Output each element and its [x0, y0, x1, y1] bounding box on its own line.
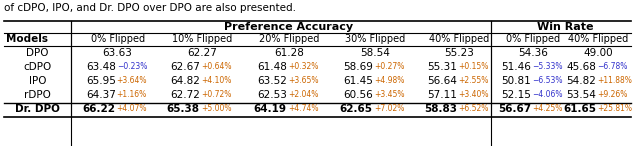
- Text: cDPO: cDPO: [24, 62, 52, 72]
- Text: +0.32%: +0.32%: [288, 62, 318, 71]
- Text: 55.31: 55.31: [427, 62, 457, 72]
- Text: 61.65: 61.65: [563, 104, 596, 114]
- Text: +2.04%: +2.04%: [288, 90, 318, 99]
- Text: 58.83: 58.83: [424, 104, 457, 114]
- Text: +25.81%: +25.81%: [597, 104, 632, 113]
- Text: rDPO: rDPO: [24, 90, 51, 100]
- Text: 53.54: 53.54: [566, 90, 596, 100]
- Text: +3.45%: +3.45%: [374, 90, 404, 99]
- Text: +4.74%: +4.74%: [288, 104, 318, 113]
- Text: +4.98%: +4.98%: [374, 76, 404, 85]
- Text: +3.40%: +3.40%: [458, 90, 488, 99]
- Text: +4.25%: +4.25%: [532, 104, 563, 113]
- Text: 40% Flipped: 40% Flipped: [568, 34, 628, 44]
- Text: of cDPO, IPO, and Dr. DPO over DPO are also presented.: of cDPO, IPO, and Dr. DPO over DPO are a…: [4, 3, 296, 13]
- Text: +7.02%: +7.02%: [374, 104, 404, 113]
- Text: 64.82: 64.82: [170, 76, 200, 86]
- Text: 54.82: 54.82: [566, 76, 596, 86]
- Text: 55.23: 55.23: [444, 48, 474, 58]
- Text: +2.55%: +2.55%: [458, 76, 488, 85]
- Text: 30% Flipped: 30% Flipped: [345, 34, 405, 44]
- Text: Preference Accuracy: Preference Accuracy: [224, 22, 353, 32]
- Text: 65.38: 65.38: [167, 104, 200, 114]
- Text: −6.78%: −6.78%: [597, 62, 628, 71]
- Text: 64.37: 64.37: [86, 90, 116, 100]
- Text: +4.10%: +4.10%: [201, 76, 231, 85]
- Text: 62.65: 62.65: [340, 104, 373, 114]
- Text: −6.53%: −6.53%: [532, 76, 563, 85]
- Text: −5.33%: −5.33%: [532, 62, 563, 71]
- Text: +0.72%: +0.72%: [201, 90, 231, 99]
- Text: 63.52: 63.52: [257, 76, 287, 86]
- Text: 62.53: 62.53: [257, 90, 287, 100]
- Text: 10% Flipped: 10% Flipped: [172, 34, 232, 44]
- Text: 62.72: 62.72: [170, 90, 200, 100]
- Text: Dr. DPO: Dr. DPO: [15, 104, 60, 114]
- Text: 62.27: 62.27: [187, 48, 217, 58]
- Text: +0.64%: +0.64%: [201, 62, 231, 71]
- Text: 54.36: 54.36: [518, 48, 548, 58]
- Text: 40% Flipped: 40% Flipped: [429, 34, 489, 44]
- Text: 56.67: 56.67: [498, 104, 531, 114]
- Text: −0.23%: −0.23%: [116, 62, 147, 71]
- Text: +3.64%: +3.64%: [116, 76, 147, 85]
- Text: −4.06%: −4.06%: [532, 90, 563, 99]
- Text: 58.69: 58.69: [343, 62, 373, 72]
- Text: DPO: DPO: [26, 48, 49, 58]
- Text: 61.48: 61.48: [257, 62, 287, 72]
- Text: 62.67: 62.67: [170, 62, 200, 72]
- Text: +1.16%: +1.16%: [116, 90, 147, 99]
- Text: 63.63: 63.63: [103, 48, 132, 58]
- Text: 49.00: 49.00: [584, 48, 613, 58]
- Text: 0% Flipped: 0% Flipped: [506, 34, 560, 44]
- Text: +11.88%: +11.88%: [597, 76, 632, 85]
- Text: Win Rate: Win Rate: [538, 22, 594, 32]
- Text: +4.07%: +4.07%: [116, 104, 147, 113]
- Text: 65.95: 65.95: [86, 76, 116, 86]
- Text: 60.56: 60.56: [343, 90, 373, 100]
- Text: 0% Flipped: 0% Flipped: [91, 34, 145, 44]
- Text: 20% Flipped: 20% Flipped: [259, 34, 319, 44]
- Text: +5.00%: +5.00%: [201, 104, 231, 113]
- Text: 61.28: 61.28: [274, 48, 304, 58]
- Text: +3.65%: +3.65%: [288, 76, 318, 85]
- Text: 64.19: 64.19: [254, 104, 287, 114]
- Text: IPO: IPO: [29, 76, 46, 86]
- Text: 63.48: 63.48: [86, 62, 116, 72]
- Text: 57.11: 57.11: [427, 90, 457, 100]
- Text: 50.81: 50.81: [501, 76, 531, 86]
- Text: +9.26%: +9.26%: [597, 90, 628, 99]
- Text: 52.15: 52.15: [501, 90, 531, 100]
- Text: 61.45: 61.45: [343, 76, 373, 86]
- Text: 56.64: 56.64: [427, 76, 457, 86]
- Text: Models: Models: [6, 34, 48, 44]
- Text: +0.15%: +0.15%: [458, 62, 488, 71]
- Text: +0.27%: +0.27%: [374, 62, 404, 71]
- Text: 51.46: 51.46: [501, 62, 531, 72]
- Text: 45.68: 45.68: [566, 62, 596, 72]
- Text: +6.52%: +6.52%: [458, 104, 488, 113]
- Text: 58.54: 58.54: [360, 48, 390, 58]
- Text: 66.22: 66.22: [83, 104, 116, 114]
